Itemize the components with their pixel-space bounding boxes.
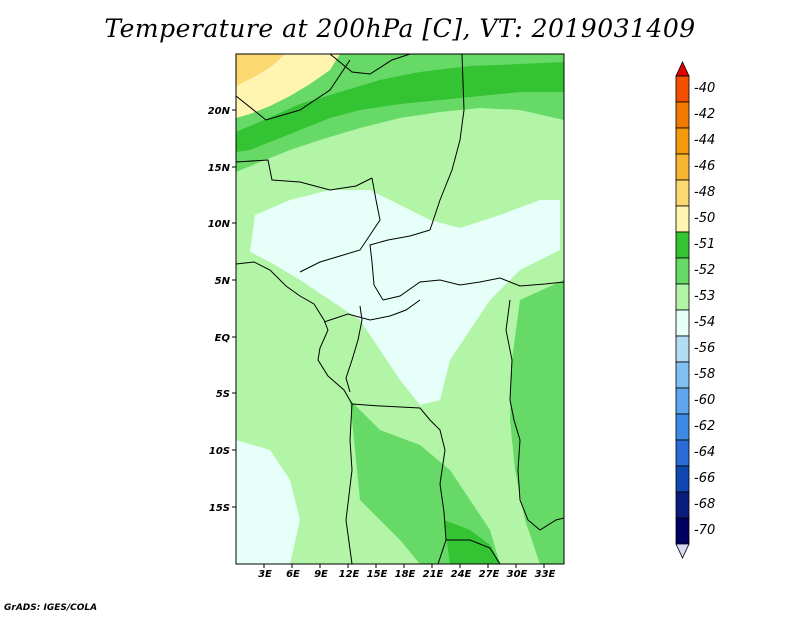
band-minus-52-south <box>350 400 500 564</box>
lon-tick-label: 24E <box>451 569 472 580</box>
lon-tick-label: 9E <box>314 569 328 580</box>
colorbar-segment <box>675 491 690 519</box>
colorbar-segment <box>675 309 690 337</box>
lat-tick-label: 5S <box>216 389 230 400</box>
lon-tick-label: 33E <box>535 569 556 580</box>
colorbar-segment <box>675 387 690 415</box>
band-minus-54-56-central <box>250 190 560 405</box>
colorbar-segment <box>675 205 690 233</box>
colorbar-label: -64 <box>694 445 715 460</box>
colorbar-segment <box>675 413 690 441</box>
longitude-axis: 3E 6E 9E 12E 15E 18E 21E 24E 27E 30E 33E <box>258 564 556 580</box>
colorbar-label: -51 <box>694 237 715 252</box>
colorbar-segment <box>675 335 690 363</box>
colorbar-label: -60 <box>694 393 715 408</box>
lon-tick-label: 18E <box>395 569 416 580</box>
colorbar-segment <box>675 179 690 207</box>
lat-tick-label: 5N <box>215 276 231 287</box>
band-minus-51-south <box>444 520 500 564</box>
colorbar-segment <box>675 127 690 155</box>
colorbar-segment <box>675 283 690 311</box>
band-minus-48 <box>236 54 285 86</box>
colorbar-segment <box>675 361 690 389</box>
colorbar-label: -70 <box>694 523 715 538</box>
colorbar-label: -66 <box>694 471 715 486</box>
colorbar-segment <box>675 439 690 467</box>
colorbar-top-arrow <box>675 61 690 77</box>
map-frame <box>235 53 565 565</box>
colorbar-segment <box>675 153 690 181</box>
colorbar-label: -53 <box>694 289 715 304</box>
colorbar-segment <box>675 231 690 259</box>
colorbar-segment <box>675 517 690 545</box>
lon-tick-label: 27E <box>479 569 500 580</box>
colorbar-segment <box>675 101 690 129</box>
lat-tick-label: 10N <box>208 219 231 230</box>
colorbar-segment <box>675 257 690 285</box>
lat-tick-label: EQ <box>215 333 231 344</box>
lon-tick-label: 30E <box>507 569 528 580</box>
lat-tick-label: 15N <box>208 163 231 174</box>
colorbar-label: -42 <box>694 107 715 122</box>
lon-tick-label: 15E <box>367 569 388 580</box>
boundaries <box>236 54 564 564</box>
grads-credit: GrADS: IGES/COLA <box>4 603 98 613</box>
colorbar-label: -50 <box>694 211 715 226</box>
colorbar-label: -44 <box>694 133 715 148</box>
chart-title: Temperature at 200hPa [C], VT: 201903140… <box>104 14 696 43</box>
lon-tick-label: 3E <box>258 569 272 580</box>
lat-tick-label: 10S <box>209 446 230 457</box>
colorbar-segment <box>675 75 690 103</box>
colorbar-label: -46 <box>694 159 715 174</box>
lat-tick-label: 15S <box>209 503 230 514</box>
colorbar-label: -52 <box>694 263 715 278</box>
colorbar-label: -68 <box>694 497 715 512</box>
colorbar-label: -48 <box>694 185 715 200</box>
lon-tick-label: 21E <box>423 569 444 580</box>
latitude-axis: 20N 15N 10N 5N EQ 5S 10S 15S <box>208 106 236 514</box>
lat-tick-label: 20N <box>208 106 231 117</box>
colorbar-bottom-arrow <box>675 543 690 559</box>
colorbar: -40 -42 -44 -46 -48 -50 -51 -52 -53 -54 -56 -58 -60 -… <box>675 61 715 559</box>
colorbar-segment <box>675 465 690 493</box>
colorbar-label: -56 <box>694 341 715 356</box>
colorbar-label: -40 <box>694 81 715 96</box>
colorbar-label: -54 <box>694 315 715 330</box>
band-minus-54-56-west <box>236 440 300 564</box>
map-panel <box>236 54 564 564</box>
lon-tick-label: 6E <box>286 569 300 580</box>
colorbar-label: -58 <box>694 367 715 382</box>
band-minus-52-se <box>510 280 564 564</box>
lon-tick-label: 12E <box>339 569 360 580</box>
band-minus-51 <box>236 62 564 152</box>
colorbar-label: -62 <box>694 419 715 434</box>
